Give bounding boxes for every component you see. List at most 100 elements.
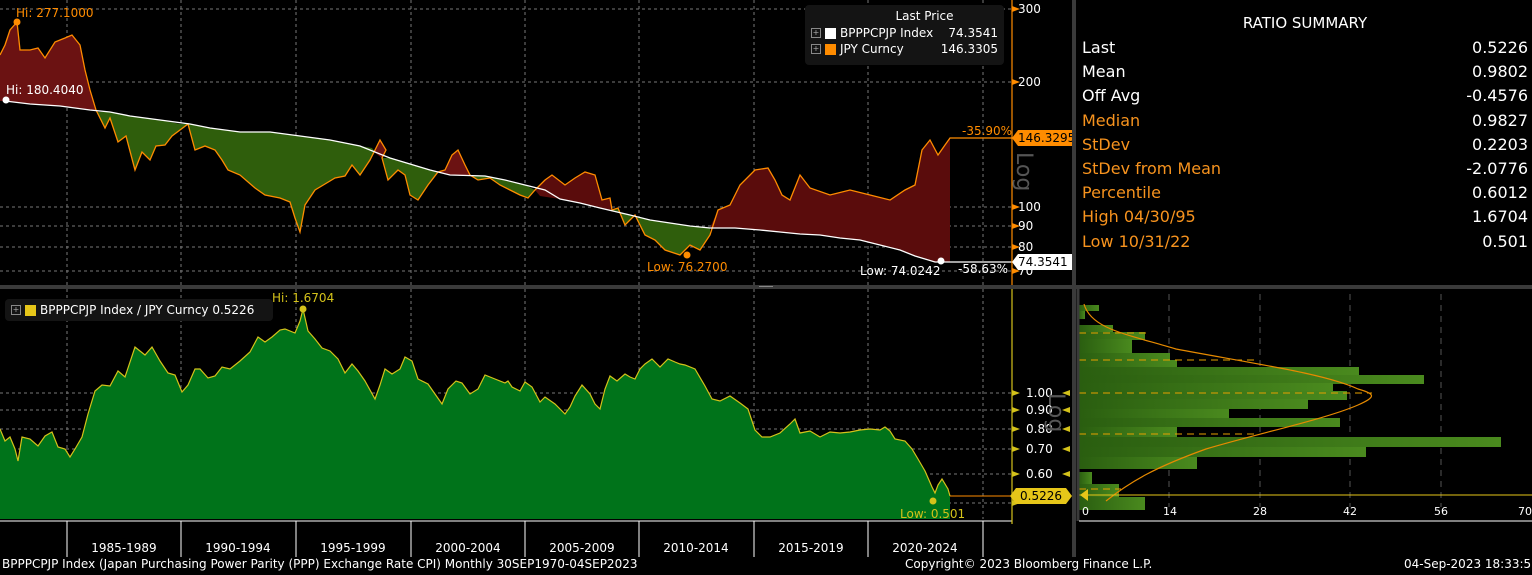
- ratio-chart-panel: Hi: 1.6704 Low: 0.501 0.5226 1.00 0.90 0…: [0, 289, 1072, 557]
- ratio-low-marker: [929, 497, 937, 505]
- x-label-1985-1989: 1985-1989: [91, 541, 157, 555]
- ratio-line: [0, 308, 951, 497]
- hist-xtick-56: 56: [1434, 505, 1448, 518]
- price-chart-panel: Hi: 277.1000 Hi: 180.4040 Low: 76.2700 L…: [0, 0, 1076, 285]
- ratio-last-tag-bg: [1010, 488, 1072, 504]
- summary-row-low: Low 10/31/22 0.501: [1082, 230, 1528, 254]
- ratio-ytick-0.80: 0.80: [1026, 422, 1053, 436]
- summary-row-last: Last 0.5226: [1082, 36, 1528, 60]
- summary-label: Median: [1082, 110, 1141, 130]
- summary-label: Mean: [1082, 62, 1126, 82]
- summary-label: Percentile: [1082, 183, 1161, 203]
- expand-icon[interactable]: +: [811, 44, 821, 54]
- price-gridlines: [0, 0, 1012, 285]
- ratio-ytick-0.70: 0.70: [1026, 442, 1053, 456]
- ratio-area: [0, 309, 950, 519]
- histogram-bars: [1079, 305, 1501, 510]
- x-label-1990-1994: 1990-1994: [205, 541, 271, 555]
- ratio-low-label: Low: 0.501: [900, 507, 966, 521]
- jpy-above-fill-early: [0, 22, 96, 110]
- summary-value: 0.2203: [1472, 134, 1528, 154]
- summary-label: StDev: [1082, 134, 1131, 154]
- x-label-2010-2014: 2010-2014: [663, 541, 729, 555]
- jpy-above-fill-3: [438, 150, 470, 176]
- x-label-2020-2024: 2020-2024: [892, 541, 958, 555]
- ppp-high-label: Hi: 180.4040: [6, 83, 84, 97]
- summary-label: StDev from Mean: [1082, 158, 1222, 178]
- summary-row-stdev: StDev 0.2203: [1082, 133, 1528, 157]
- summary-value: 1.6704: [1472, 207, 1528, 227]
- summary-label: Last: [1082, 38, 1116, 57]
- ratio-y-axis-ticks: [1012, 390, 1070, 506]
- ratio-summary-panel: RATIO SUMMARY Last 0.5226 Mean 0.9802 Off …: [1082, 10, 1528, 254]
- price-ytick-80: 80: [1018, 240, 1034, 254]
- hist-xtick-0: 0: [1082, 505, 1089, 518]
- panel-splitter[interactable]: [0, 285, 1532, 289]
- x-axis-period-separators: [66, 521, 984, 557]
- jpy-high-label: Hi: 277.1000: [16, 6, 94, 20]
- histogram-stat-lines: [1079, 332, 1372, 490]
- ratio-chart-svg: [0, 289, 1072, 557]
- hist-xtick-14: 14: [1163, 505, 1177, 518]
- summary-label: High 04/30/95: [1082, 207, 1196, 227]
- ppp-line: [4, 100, 1012, 263]
- expand-icon[interactable]: +: [811, 28, 821, 38]
- jpy-last-tag: 146.3295: [1018, 131, 1076, 145]
- summary-row-percentile: Percentile 0.6012: [1082, 181, 1528, 205]
- ratio-ytick-0.60: 0.60: [1026, 467, 1053, 481]
- price-legend-header: Last Price: [895, 9, 954, 23]
- hist-xtick-70: 70: [1518, 505, 1532, 518]
- summary-row-high: High 04/30/95 1.6704: [1082, 205, 1528, 229]
- summary-label: Off Avg: [1082, 86, 1141, 106]
- expand-icon[interactable]: +: [11, 305, 21, 315]
- price-ytick-100: 100: [1018, 200, 1041, 214]
- jpy-below-fill-4: [612, 208, 710, 255]
- ratio-last-tag: 0.5226: [1020, 489, 1062, 503]
- price-y-axis-ticks: [1012, 6, 1020, 274]
- ppp-change-pct: -58.63%: [958, 262, 1009, 276]
- legend-item-jpy[interactable]: + JPY Curncy 146.3305: [811, 41, 998, 57]
- legend-item-ratio[interactable]: + BPPPCPJP Index / JPY Curncy 0.5226: [11, 302, 267, 318]
- ratio-legend[interactable]: + BPPPCPJP Index / JPY Curncy 0.5226: [5, 299, 273, 321]
- jpy-change-pct: -35.90%: [962, 124, 1013, 138]
- ratio-high-marker: [299, 305, 307, 313]
- footer-timestamp: 04-Sep-2023 18:33:57: [1404, 557, 1532, 571]
- ratio-ytick-1.00: 1.00: [1026, 386, 1053, 400]
- price-ytick-70: 70: [1018, 264, 1034, 278]
- x-label-2000-2004: 2000-2004: [435, 541, 501, 555]
- price-ytick-90: 90: [1018, 219, 1034, 233]
- summary-row-median: Median 0.9827: [1082, 109, 1528, 133]
- hist-xtick-42: 42: [1343, 505, 1357, 518]
- ratio-high-label: Hi: 1.6704: [272, 291, 335, 305]
- summary-value: 0.5226: [1472, 38, 1528, 57]
- summary-row-mean: Mean 0.9802: [1082, 60, 1528, 84]
- jpy-last-tag-bg: [1012, 130, 1072, 146]
- x-label-2015-2019: 2015-2019: [778, 541, 844, 555]
- summary-value: 0.501: [1482, 231, 1528, 251]
- jpy-above-fill-4: [535, 172, 612, 210]
- price-legend[interactable]: Last Price + BPPPCPJP Index 74.3541 + JP…: [805, 5, 1004, 65]
- footer-copyright: Copyright© 2023 Bloomberg Finance L.P.: [905, 557, 1153, 571]
- price-log-scale-label[interactable]: Log: [1011, 152, 1036, 192]
- summary-value: 0.6012: [1472, 183, 1528, 203]
- ppp-low-marker: [937, 257, 945, 265]
- x-label-2005-2009: 2005-2009: [549, 541, 615, 555]
- price-ytick-200: 200: [1018, 75, 1041, 89]
- ratio-ytick-0.90: 0.90: [1026, 403, 1053, 417]
- ppp-swatch: [825, 27, 836, 39]
- x-label-1995-1999: 1995-1999: [320, 541, 386, 555]
- legend-value: 146.3305: [940, 42, 998, 56]
- jpy-line: [0, 20, 1012, 256]
- summary-row-off-avg: Off Avg -0.4576: [1082, 84, 1528, 108]
- legend-label: JPY Curncy: [840, 42, 904, 56]
- ratio-log-scale-label[interactable]: Log: [1043, 393, 1068, 433]
- summary-title: RATIO SUMMARY: [1242, 14, 1368, 32]
- ppp-high-marker: [2, 96, 10, 104]
- legend-item-ppp[interactable]: + BPPPCPJP Index 74.3541: [811, 25, 998, 41]
- summary-value: -0.4576: [1466, 86, 1528, 106]
- vertical-splitter[interactable]: [1072, 0, 1076, 557]
- summary-label: Low 10/31/22: [1082, 231, 1191, 251]
- summary-value: 0.9802: [1472, 62, 1528, 82]
- hist-xtick-28: 28: [1253, 505, 1267, 518]
- jpy-swatch: [825, 43, 836, 55]
